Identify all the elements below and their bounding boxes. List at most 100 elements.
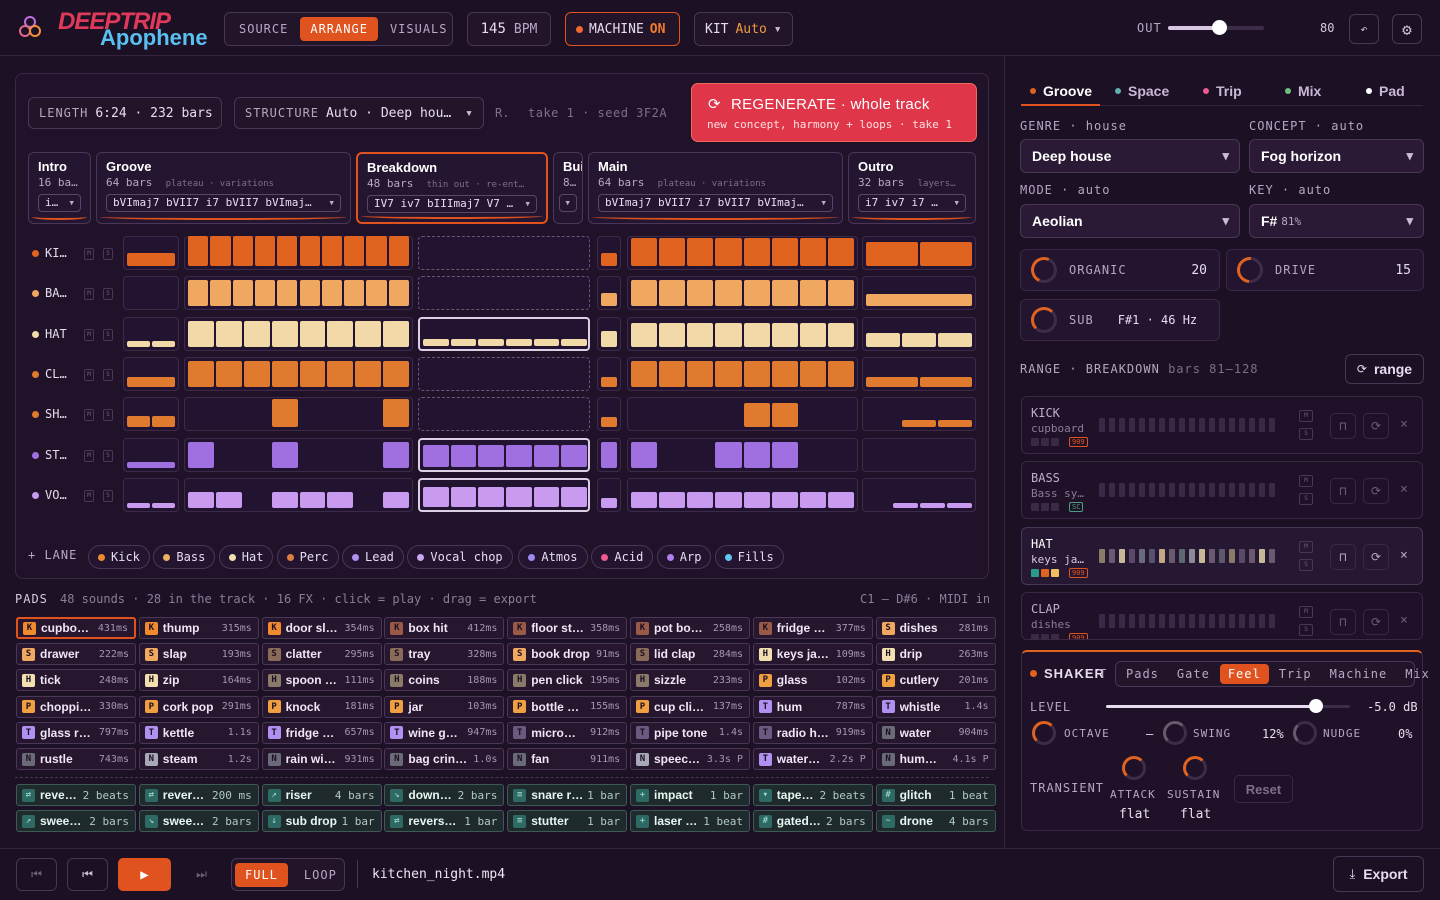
lane-clip[interactable] xyxy=(597,276,621,310)
refresh-icon[interactable]: ⟳ xyxy=(1363,544,1389,570)
structure-select[interactable]: STRUCTURE Auto · Deep hou… ▾ xyxy=(234,97,484,129)
play-button[interactable]: ▶ xyxy=(118,858,171,891)
mute-button[interactable]: M xyxy=(84,490,94,502)
fx-pad[interactable]: ~ drone 4 bars xyxy=(875,810,996,832)
mute-button[interactable]: M xyxy=(84,248,94,260)
fx-pad[interactable]: + impact 1 bar xyxy=(630,784,750,806)
lane-clip[interactable] xyxy=(862,357,976,391)
refresh-icon[interactable]: ⟳ xyxy=(1363,478,1389,504)
lane-clip[interactable] xyxy=(627,438,858,472)
lane-label[interactable]: SH… xyxy=(45,407,67,421)
drive-knob[interactable]: DRIVE 15 xyxy=(1226,249,1424,291)
tab-pads[interactable]: Pads xyxy=(1126,667,1159,681)
section-chords-select[interactable]: bVImaj7 bVII7 i7 bVII7 bVImaj… xyxy=(106,194,341,212)
section-main[interactable]: Main 64 bars plateau · variations bVImaj… xyxy=(588,152,843,224)
refresh-icon[interactable]: ⟳ xyxy=(1363,413,1389,439)
range-track-hat[interactable]: HAT keys ja… 909 M S ⊓ ⟳ × xyxy=(1021,527,1423,585)
lane-clip[interactable] xyxy=(597,317,621,351)
add-lane-chip[interactable]: Fills xyxy=(714,545,784,569)
lane-label[interactable]: VO… xyxy=(45,488,67,502)
fx-pad[interactable]: ≡ snare r… 1 bar xyxy=(507,784,628,806)
lane-clip[interactable] xyxy=(597,438,621,472)
bpm-field[interactable]: 145 BPM xyxy=(467,12,551,46)
mute-button[interactable]: M xyxy=(1299,475,1313,487)
lane-clip[interactable] xyxy=(123,317,179,351)
range-track-kick[interactable]: KICK cupboard 909 M S ⊓ ⟳ × xyxy=(1021,396,1423,454)
lane-clip[interactable] xyxy=(184,317,413,351)
lock-icon[interactable]: ⊓ xyxy=(1330,544,1356,570)
section-chords-select[interactable]: IV7 iv7 bIIImaj7 V7 … xyxy=(367,195,537,213)
fx-pad[interactable]: ▾ tape… 2 beats xyxy=(752,784,873,806)
fx-pad[interactable]: ⇄ revers… 1 bar xyxy=(384,810,505,832)
fx-pad[interactable]: ↓ sub drop 1 bar xyxy=(261,810,382,832)
lane-clip[interactable] xyxy=(627,357,858,391)
lane-clip[interactable] xyxy=(418,236,590,270)
fx-pad[interactable]: ↗ swee… 2 bars xyxy=(16,810,136,832)
lane-clip[interactable] xyxy=(184,276,413,310)
nudge-knob[interactable] xyxy=(1293,721,1317,745)
sustain-knob[interactable] xyxy=(1183,756,1207,780)
mute-button[interactable]: M xyxy=(1299,606,1313,618)
add-lane-chip[interactable]: Hat xyxy=(218,545,274,569)
add-lane-chip[interactable]: Arp xyxy=(656,545,712,569)
fx-pad[interactable]: ≡ stutter 1 bar xyxy=(507,810,628,832)
mode-full[interactable]: FULL xyxy=(235,862,288,887)
tab-trip[interactable]: Trip xyxy=(1278,667,1312,681)
next-icon[interactable]: ⏭ xyxy=(196,867,207,881)
add-lane-chip[interactable]: Atmos xyxy=(518,545,588,569)
out-volume-handle[interactable] xyxy=(1212,20,1227,35)
lane-clip[interactable] xyxy=(184,236,413,270)
add-lane-chip[interactable]: Vocal chop xyxy=(407,545,513,569)
drive-knob-dial[interactable] xyxy=(1231,251,1269,289)
section-chords-select[interactable]: bVImaj7 bVII7 i7 bVII7 bVImaj… xyxy=(598,194,833,212)
solo-button[interactable]: S xyxy=(103,248,113,260)
lane-clip[interactable] xyxy=(123,478,179,512)
lane-label[interactable]: CL… xyxy=(45,367,67,381)
solo-button[interactable]: S xyxy=(103,409,113,421)
lane-clip[interactable] xyxy=(862,276,976,310)
mute-button[interactable]: M xyxy=(1299,541,1313,553)
organic-knob[interactable]: ORGANIC 20 xyxy=(1020,249,1220,291)
lane-clip[interactable] xyxy=(184,478,413,512)
tab-groove[interactable]: Groove xyxy=(1030,78,1092,104)
section-outro[interactable]: Outro 32 bars layers… i7 iv7 i7 … xyxy=(848,152,976,224)
close-icon[interactable]: × xyxy=(1400,417,1408,432)
tab-pad[interactable]: Pad xyxy=(1366,78,1405,104)
level-slider-handle[interactable] xyxy=(1308,699,1323,713)
lane-label[interactable]: ST… xyxy=(45,448,67,462)
sub-knob[interactable]: SUB F#1 · 46 Hz xyxy=(1020,299,1220,341)
lane-clip[interactable] xyxy=(418,317,590,351)
lane-clip[interactable] xyxy=(123,397,179,431)
fx-pad[interactable]: ↗ riser 4 bars xyxy=(261,784,382,806)
sub-knob-dial[interactable] xyxy=(1031,307,1057,333)
lane-clip[interactable] xyxy=(627,397,858,431)
octave-knob[interactable] xyxy=(1032,721,1056,745)
kit-select[interactable]: KIT Auto ▾ xyxy=(694,12,793,46)
lane-clip[interactable] xyxy=(123,357,179,391)
lane-clip[interactable] xyxy=(862,397,976,431)
section-intro[interactable]: Intro 16 ba… i… xyxy=(28,152,91,224)
close-icon[interactable]: × xyxy=(1400,482,1408,497)
export-button[interactable]: ⤓ Export xyxy=(1333,856,1424,892)
